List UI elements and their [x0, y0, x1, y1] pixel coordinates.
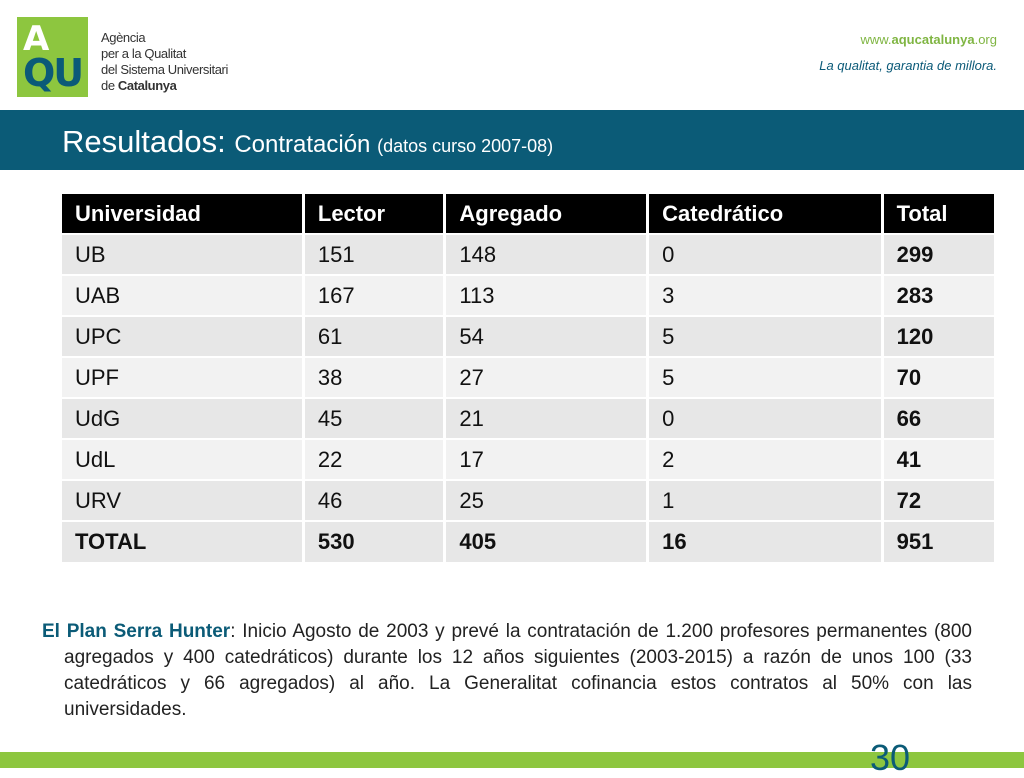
agency-line-2: per a la Qualitat	[101, 46, 186, 61]
cell-total: 283	[883, 276, 994, 315]
table-row: UdG 45 21 0 66	[62, 399, 994, 438]
logo-letter-a: A	[23, 19, 49, 59]
page-number: 30	[870, 737, 911, 778]
cell-lector: 38	[304, 358, 444, 397]
table-row: URV 46 25 1 72	[62, 481, 994, 520]
aqu-logo: A QU	[17, 17, 88, 97]
agency-line-4: de Catalunya	[101, 78, 228, 94]
cell-catedratico: 0	[649, 235, 881, 274]
cell-lector: 530	[304, 522, 444, 562]
cell-total: 72	[883, 481, 994, 520]
cell-catedratico: 5	[649, 317, 881, 356]
cell-agregado: 54	[446, 317, 647, 356]
cell-catedratico: 1	[649, 481, 881, 520]
cell-lector: 46	[304, 481, 444, 520]
slide-title: Resultados: Contratación (datos curso 20…	[62, 124, 553, 160]
cell-lector: 61	[304, 317, 444, 356]
cell-agregado: 27	[446, 358, 647, 397]
cell-catedratico: 0	[649, 399, 881, 438]
cell-university: UPC	[62, 317, 302, 356]
title-banner: Resultados: Contratación (datos curso 20…	[0, 110, 1024, 170]
agency-line-4-prefix: de	[101, 78, 118, 93]
cell-agregado: 113	[446, 276, 647, 315]
cell-university: UAB	[62, 276, 302, 315]
cell-university: TOTAL	[62, 522, 302, 562]
website-link[interactable]: www.aqucatalunya.org	[860, 32, 997, 47]
cell-catedratico: 5	[649, 358, 881, 397]
plan-text: : Inicio Agosto de 2003 y prevé la contr…	[64, 621, 973, 720]
cell-total: 70	[883, 358, 994, 397]
table-row: UB 151 148 0 299	[62, 235, 994, 274]
header-universidad: Universidad	[62, 194, 302, 233]
cell-university: URV	[62, 481, 302, 520]
table-row: UPC 61 54 5 120	[62, 317, 994, 356]
title-main: Resultados:	[62, 124, 235, 159]
cell-agregado: 25	[446, 481, 647, 520]
cell-lector: 45	[304, 399, 444, 438]
cell-catedratico: 16	[649, 522, 881, 562]
site-bold: aqucatalunya	[891, 32, 975, 47]
site-prefix: www.	[860, 32, 892, 47]
header-total: Total	[883, 194, 994, 233]
table-header-row: Universidad Lector Agregado Catedrático …	[62, 194, 994, 233]
cell-university: UB	[62, 235, 302, 274]
cell-catedratico: 3	[649, 276, 881, 315]
cell-university: UPF	[62, 358, 302, 397]
footer-bar	[0, 752, 1024, 768]
cell-agregado: 21	[446, 399, 647, 438]
cell-total: 120	[883, 317, 994, 356]
plan-description: El Plan Serra Hunter: Inicio Agosto de 2…	[42, 619, 972, 723]
cell-total: 951	[883, 522, 994, 562]
cell-agregado: 17	[446, 440, 647, 479]
cell-university: UdL	[62, 440, 302, 479]
table-total-row: TOTAL 530 405 16 951	[62, 522, 994, 562]
agency-line-3: del Sistema Universitari	[101, 62, 228, 77]
cell-lector: 151	[304, 235, 444, 274]
cell-lector: 22	[304, 440, 444, 479]
table-row: UPF 38 27 5 70	[62, 358, 994, 397]
cell-total: 41	[883, 440, 994, 479]
table-row: UdL 22 17 2 41	[62, 440, 994, 479]
site-suffix: .org	[974, 32, 997, 47]
logo-letters-qu: QU	[23, 51, 84, 95]
title-sub: Contratación	[234, 131, 378, 158]
cell-agregado: 148	[446, 235, 647, 274]
cell-lector: 167	[304, 276, 444, 315]
agency-name: Agència per a la Qualitat del Sistema Un…	[101, 30, 228, 94]
agency-line-1: Agència	[101, 30, 146, 45]
cell-total: 299	[883, 235, 994, 274]
table-row: UAB 167 113 3 283	[62, 276, 994, 315]
plan-name: El Plan Serra Hunter	[42, 621, 231, 642]
agency-line-4-bold: Catalunya	[117, 78, 177, 93]
cell-agregado: 405	[446, 522, 647, 562]
cell-total: 66	[883, 399, 994, 438]
contracts-table: Universidad Lector Agregado Catedrático …	[59, 192, 997, 564]
header-catedratico: Catedrático	[649, 194, 881, 233]
title-note: (datos curso 2007-08)	[377, 136, 554, 156]
tagline: La qualitat, garantia de millora.	[819, 58, 997, 73]
cell-catedratico: 2	[649, 440, 881, 479]
cell-university: UdG	[62, 399, 302, 438]
header-lector: Lector	[304, 194, 444, 233]
header-agregado: Agregado	[446, 194, 647, 233]
